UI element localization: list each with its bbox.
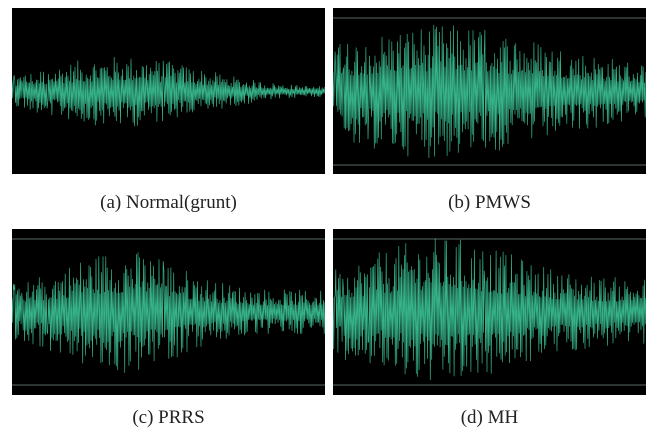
caption: (a) Normal(grunt) <box>100 192 237 213</box>
waveform-image <box>12 229 325 395</box>
caption: (d) MH <box>460 407 519 428</box>
caption: (b) PMWS <box>448 192 531 213</box>
caption: (c) PRRS <box>132 407 205 428</box>
waveform <box>12 56 325 127</box>
waveform-image <box>12 8 325 174</box>
waveform <box>12 252 325 373</box>
waveform-image <box>333 8 646 174</box>
waveform-image <box>333 229 646 395</box>
waveform <box>333 24 646 159</box>
waveform <box>333 238 646 381</box>
